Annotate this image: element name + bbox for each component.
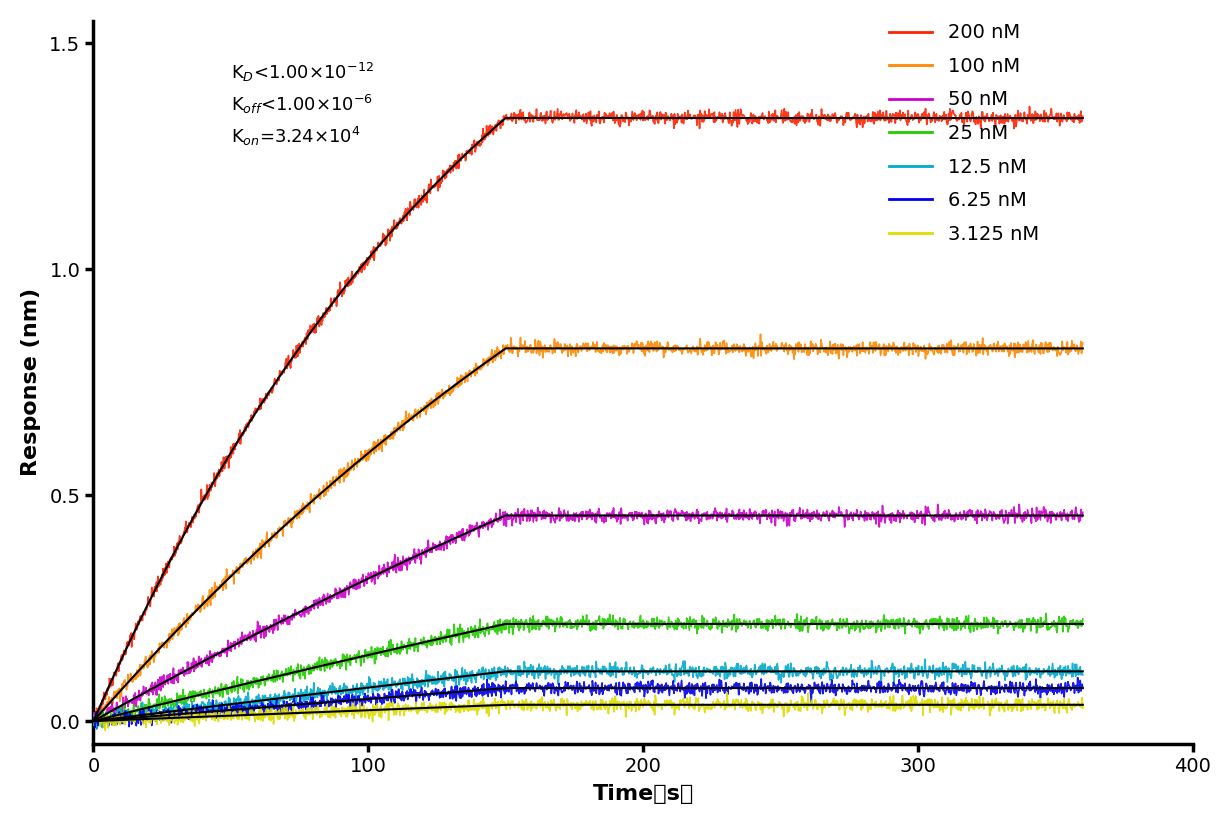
Y-axis label: Response (nm): Response (nm) [21, 288, 41, 476]
Legend: 200 nM, 100 nM, 50 nM, 25 nM, 12.5 nM, 6.25 nM, 3.125 nM: 200 nM, 100 nM, 50 nM, 25 nM, 12.5 nM, 6… [890, 23, 1039, 244]
Text: K$_D$<1.00×10$^{-12}$
K$_{off}$<1.00×10$^{-6}$
K$_{on}$=3.24×10$^{4}$: K$_D$<1.00×10$^{-12}$ K$_{off}$<1.00×10$… [230, 60, 373, 148]
X-axis label: Time（s）: Time（s） [593, 785, 694, 804]
